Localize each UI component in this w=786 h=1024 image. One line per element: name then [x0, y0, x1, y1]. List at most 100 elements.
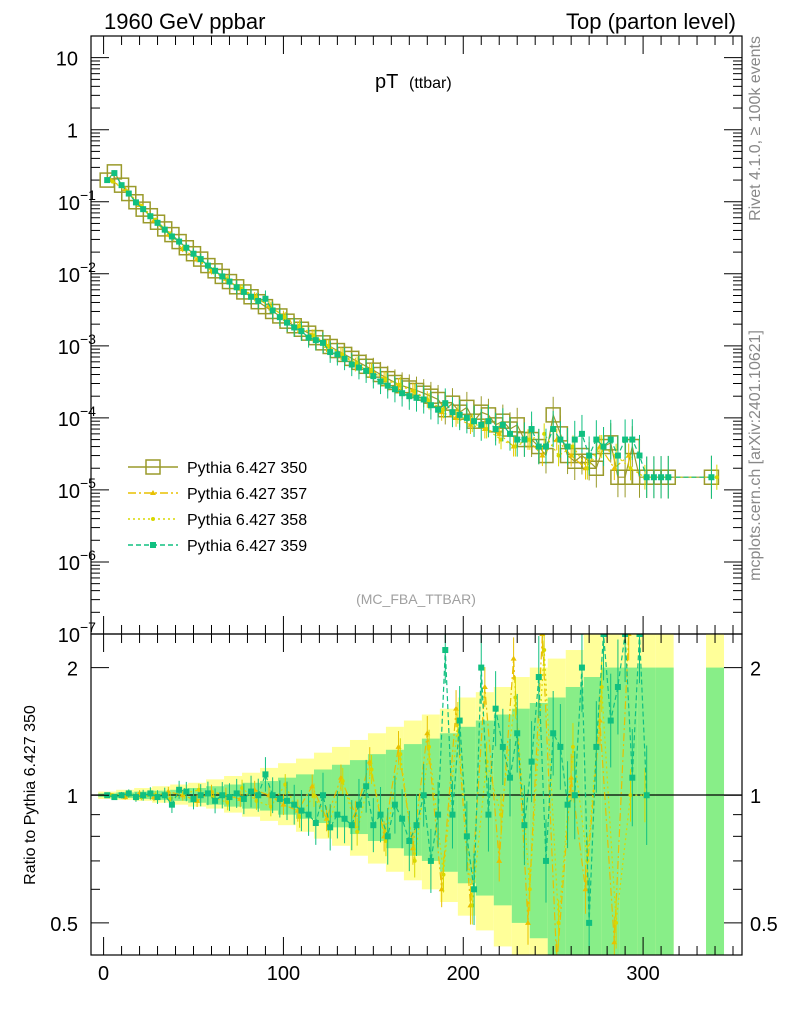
- ratio-tick-label-left: 0.5: [50, 914, 78, 936]
- data-point: [435, 406, 442, 413]
- data-point: [485, 418, 492, 425]
- data-point: [578, 664, 585, 671]
- data-point: [585, 466, 590, 471]
- ratio-plot-panel: 0.5 0.5 1 1 2 2 Ratio to Pythia 6.427 350: [22, 633, 778, 956]
- data-point: [628, 466, 633, 471]
- data-point: [435, 811, 442, 818]
- y-tick-label: 10: [58, 553, 80, 575]
- data-point: [614, 452, 621, 459]
- ratio-series-group: [104, 634, 650, 955]
- data-point: [147, 213, 154, 220]
- data-point: [456, 717, 463, 724]
- data-point: [298, 807, 305, 814]
- data-point: [442, 647, 449, 654]
- data-point: [197, 256, 204, 263]
- data-point: [363, 367, 370, 374]
- ratio-band-bin: [511, 708, 530, 923]
- data-point: [348, 822, 355, 829]
- series: [104, 170, 715, 499]
- data-point: [513, 695, 518, 700]
- data-point: [629, 774, 636, 781]
- data-point: [377, 378, 384, 385]
- data-point: [334, 811, 341, 818]
- rivet-label: Rivet 4.1.0, ≥ 100k events: [747, 36, 764, 221]
- data-point: [154, 219, 161, 226]
- data-point: [478, 664, 485, 671]
- data-point: [650, 474, 657, 481]
- data-point: [398, 752, 403, 757]
- data-point: [176, 786, 183, 793]
- ratio-tick-label-right: 2: [750, 659, 761, 681]
- data-point: [204, 262, 211, 269]
- data-point: [441, 872, 446, 877]
- data-point: [568, 774, 575, 780]
- ratio-tick-label-right: 0.5: [750, 914, 778, 936]
- process-label: Top (parton level): [566, 9, 736, 34]
- data-point: [319, 339, 326, 346]
- data-point: [456, 411, 463, 418]
- data-point: [226, 278, 233, 285]
- data-point: [557, 743, 564, 750]
- data-point: [484, 427, 489, 432]
- ratio-series: [104, 634, 650, 955]
- ratio-plot-frame: [90, 633, 743, 956]
- data-point: [636, 634, 643, 637]
- data-point: [151, 517, 155, 521]
- data-point: [125, 190, 132, 197]
- data-point: [398, 382, 403, 387]
- y-tick-exponent: −1: [80, 187, 96, 203]
- ratio-band-bin: [439, 733, 458, 872]
- energy-label: 1960 GeV ppbar: [104, 9, 265, 34]
- legend-label: Pythia 6.427 357: [187, 486, 307, 503]
- data-point: [499, 421, 506, 428]
- data-point: [334, 351, 341, 358]
- data-point: [643, 792, 650, 799]
- data-point: [413, 822, 420, 829]
- data-point: [510, 655, 517, 661]
- x-tick-label: 300: [626, 963, 659, 985]
- data-point: [463, 833, 470, 840]
- data-point: [327, 824, 334, 831]
- data-point: [636, 452, 643, 459]
- data-point: [463, 414, 470, 421]
- data-point: [507, 774, 514, 781]
- data-point: [708, 474, 715, 481]
- data-point: [305, 811, 312, 818]
- ratio-band-bin: [619, 667, 638, 955]
- data-point: [132, 794, 139, 801]
- data-point: [496, 857, 503, 863]
- ratio-band-bin: [706, 667, 725, 955]
- data-point: [570, 444, 575, 449]
- legend: Pythia 6.427 350 Pythia 6.427 357 Pythia 6…: [128, 459, 307, 555]
- data-point: [550, 426, 557, 433]
- data-point: [658, 474, 665, 481]
- series-line: [106, 172, 712, 478]
- data-point: [614, 683, 621, 690]
- data-point: [586, 919, 593, 926]
- data-point: [514, 730, 521, 737]
- data-point: [582, 886, 589, 892]
- data-point: [219, 273, 226, 280]
- data-point: [212, 267, 219, 274]
- y-tick-label: 10: [58, 409, 80, 431]
- data-point: [471, 886, 478, 893]
- data-point: [240, 288, 247, 295]
- mcplots-label: mcplots.cern.ch [arXiv:2401.10621]: [747, 330, 764, 581]
- data-point: [542, 648, 547, 653]
- data-point: [535, 674, 542, 681]
- data-point: [564, 443, 571, 450]
- data-point: [212, 797, 219, 804]
- data-point: [599, 684, 604, 689]
- data-point: [110, 179, 115, 184]
- data-point: [427, 402, 434, 409]
- data-point: [132, 199, 139, 206]
- data-point: [665, 474, 672, 481]
- x-axis: 0 100 200 300: [98, 36, 734, 985]
- ratio-band-bin: [601, 667, 620, 955]
- data-point: [255, 792, 262, 799]
- legend-entry: Pythia 6.427 358: [128, 512, 307, 529]
- data-point: [527, 437, 532, 442]
- data-point: [607, 717, 614, 724]
